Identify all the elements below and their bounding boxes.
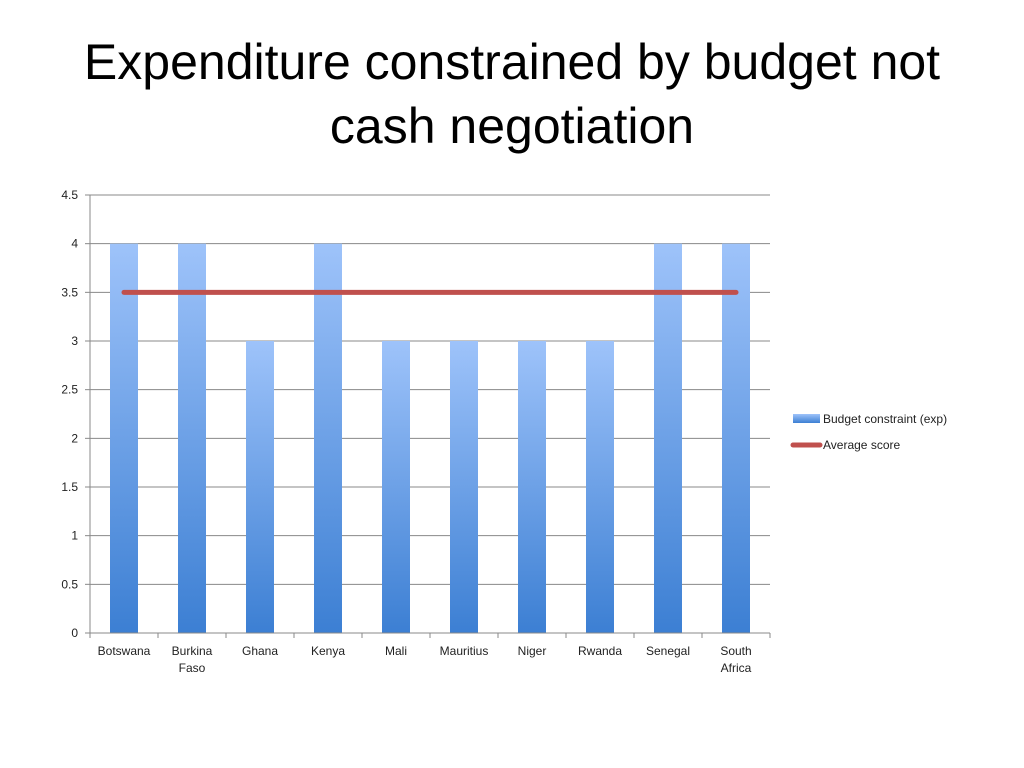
bar — [518, 341, 546, 633]
y-tick-label: 2.5 — [61, 383, 78, 397]
bar — [110, 243, 138, 633]
y-tick-label: 0 — [71, 626, 78, 640]
x-tick-label: Mali — [385, 644, 407, 658]
bar — [450, 341, 478, 633]
y-tick-label: 4 — [71, 237, 78, 251]
bar — [722, 243, 750, 633]
bar — [178, 243, 206, 633]
x-tick-label: Ghana — [242, 644, 278, 658]
y-tick-label: 2 — [71, 431, 78, 445]
x-tick-label: Mauritius — [440, 644, 489, 658]
axis-layer: 0 0.5 1 1.5 2 2.5 3 3.5 4 4.5 Botswana Burkina Faso G… — [61, 188, 771, 675]
y-tick-label: 0.5 — [61, 577, 78, 591]
legend-swatch-bar — [793, 414, 820, 423]
y-tick-label: 3 — [71, 334, 78, 348]
x-tick-label: Kenya — [311, 644, 345, 658]
bar — [654, 243, 682, 633]
y-tick-label: 1 — [71, 529, 78, 543]
bar — [382, 341, 410, 633]
bar — [586, 341, 614, 633]
legend-label-line: Average score — [823, 438, 900, 452]
bar — [314, 243, 342, 633]
x-tick-label: Niger — [518, 644, 547, 658]
x-tick-label: Rwanda — [578, 644, 622, 658]
legend: Budget constraint (exp) Average score — [790, 412, 947, 452]
bar — [246, 341, 274, 633]
x-tick-label: Senegal — [646, 644, 690, 658]
y-tick-label: 4.5 — [61, 188, 78, 202]
x-tick-label: Burkina Faso — [172, 644, 213, 675]
x-tick-label: South Africa — [720, 644, 751, 675]
x-tick-label: Botswana — [98, 644, 151, 658]
bar-layer — [110, 243, 750, 633]
legend-label-bar: Budget constraint (exp) — [823, 412, 947, 426]
slide-title: Expenditure constrained by budget not ca… — [83, 34, 941, 154]
y-tick-label: 1.5 — [61, 480, 78, 494]
y-tick-label: 3.5 — [61, 285, 78, 299]
